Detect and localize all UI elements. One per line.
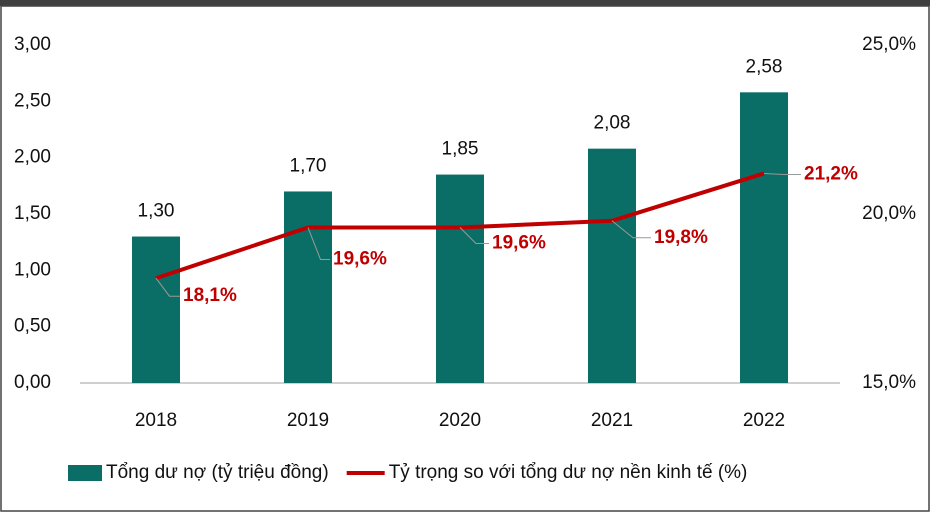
y-tick-label: 1,00 <box>14 259 51 280</box>
bar <box>436 174 484 383</box>
bar-value-label: 2,58 <box>746 56 783 77</box>
legend-label: Tổng dư nợ (tỷ triệu đồng) <box>106 462 329 483</box>
line-value-label: 18,1% <box>183 285 237 306</box>
x-tick-label: 2018 <box>135 410 177 431</box>
leader-line <box>611 220 651 239</box>
y-tick-label: 2,00 <box>14 147 51 168</box>
line-value-label: 19,8% <box>654 227 708 248</box>
y-tick-label: 0,00 <box>14 372 51 393</box>
y-tick-label: 1,50 <box>14 203 51 224</box>
y-tick-label: 2,50 <box>14 90 51 111</box>
legend-label: Tỷ trọng so với tổng dư nợ nền kinh tế (… <box>389 462 748 483</box>
leader-line <box>307 227 330 261</box>
bar-value-label: 1,30 <box>138 201 175 222</box>
bar-value-label: 1,85 <box>442 139 479 160</box>
legend-swatch <box>68 465 102 481</box>
line-value-label: 19,6% <box>492 233 546 254</box>
leader-line <box>763 172 801 175</box>
bar-value-label: 1,70 <box>290 155 327 176</box>
top-border <box>0 0 930 6</box>
bar-value-label: 2,08 <box>594 113 631 134</box>
y-tick-label: 0,50 <box>14 316 51 337</box>
bar <box>740 92 788 383</box>
x-tick-label: 2019 <box>287 410 329 431</box>
y2-tick-label: 25,0% <box>862 34 916 55</box>
leader-line <box>459 227 489 245</box>
bar <box>132 236 180 383</box>
bar <box>588 148 636 383</box>
x-tick-label: 2021 <box>591 410 633 431</box>
y-tick-label: 3,00 <box>14 34 51 55</box>
line-value-label: 21,2% <box>804 163 858 184</box>
x-tick-label: 2020 <box>439 410 481 431</box>
bar <box>284 191 332 383</box>
x-tick-label: 2022 <box>743 410 785 431</box>
line-value-label: 19,6% <box>333 249 387 270</box>
leader-line <box>155 277 180 297</box>
y2-tick-label: 20,0% <box>862 203 916 224</box>
y2-tick-label: 15,0% <box>862 372 916 393</box>
frame <box>0 5 930 512</box>
